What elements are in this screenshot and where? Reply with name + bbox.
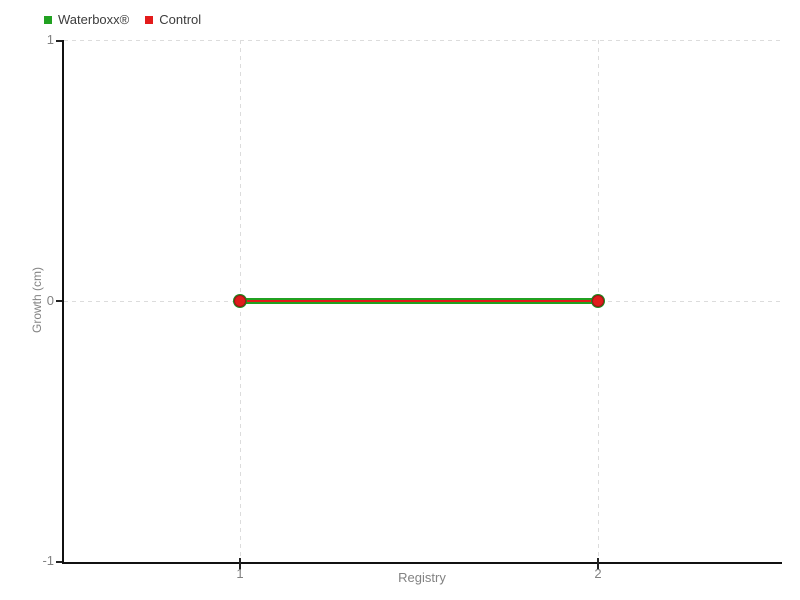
marker-control-x1 — [234, 295, 246, 307]
y-tick-label-0: 0 — [46, 293, 54, 308]
x-tick-2 — [597, 558, 599, 570]
x-tick-label-2: 2 — [594, 566, 602, 581]
legend-swatch-waterboxx — [44, 15, 52, 24]
marker-control-x2 — [592, 295, 604, 307]
y-tick-0 — [56, 300, 62, 302]
legend-label-control[interactable]: Control — [159, 12, 202, 27]
gridline-y-1 — [64, 40, 782, 41]
x-tick-label-1: 1 — [236, 566, 244, 581]
y-tick-label-1: 1 — [46, 32, 54, 47]
x-tick-1 — [239, 558, 241, 570]
legend: Waterboxx® Control — [44, 12, 211, 27]
x-axis-title: Registry — [398, 570, 446, 585]
y-tick-label-minus1: -1 — [42, 553, 54, 568]
y-axis-title: Growth (cm) — [30, 267, 44, 333]
y-tick-minus1 — [56, 561, 62, 563]
legend-label-waterboxx[interactable]: Waterboxx® — [58, 12, 130, 27]
x-axis-line — [62, 562, 782, 564]
legend-swatch-control — [145, 15, 154, 24]
y-tick-1 — [56, 40, 62, 42]
series-line-control — [240, 300, 598, 302]
y-axis-line — [62, 40, 64, 564]
